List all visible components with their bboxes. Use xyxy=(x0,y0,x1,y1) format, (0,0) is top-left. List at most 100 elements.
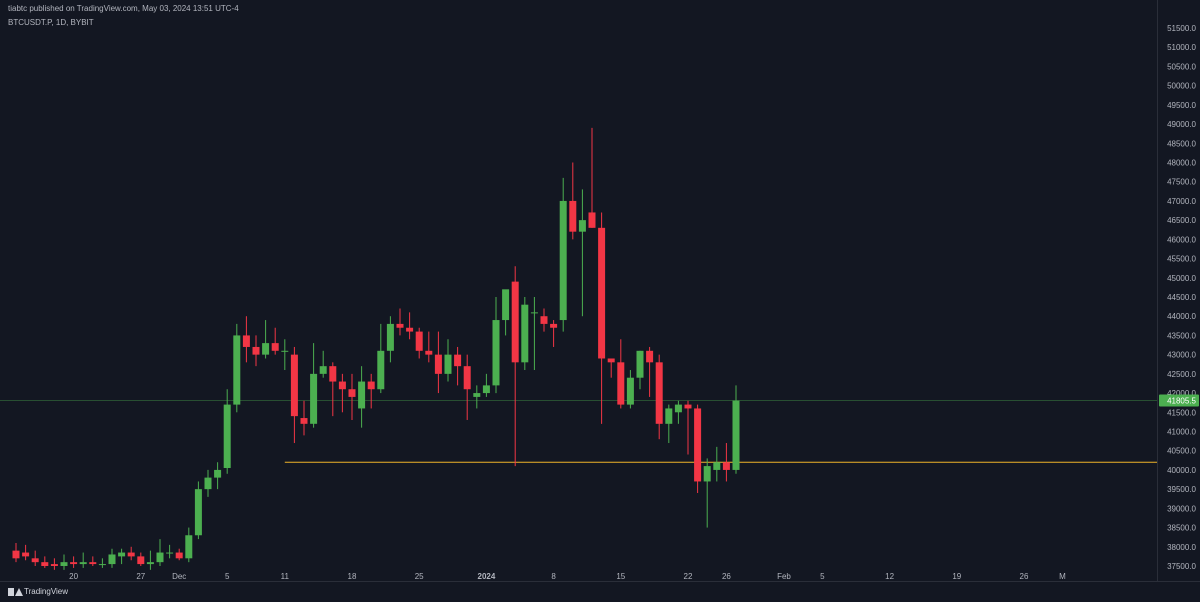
candle[interactable] xyxy=(665,404,673,444)
candle[interactable] xyxy=(214,462,222,490)
candle[interactable] xyxy=(338,373,346,413)
candle[interactable] xyxy=(530,297,538,371)
candle[interactable] xyxy=(185,527,193,563)
candle[interactable] xyxy=(636,350,644,390)
candle[interactable] xyxy=(626,370,634,409)
candle-body xyxy=(540,316,548,324)
candle[interactable] xyxy=(175,548,183,561)
candle[interactable] xyxy=(300,400,308,436)
candle[interactable] xyxy=(204,469,212,497)
candle-body xyxy=(22,552,30,557)
candle[interactable] xyxy=(406,312,414,340)
candle[interactable] xyxy=(108,548,116,568)
tradingview-logo[interactable]: TradingView xyxy=(8,587,68,596)
candle[interactable] xyxy=(89,556,97,566)
candle[interactable] xyxy=(540,308,548,332)
candle[interactable] xyxy=(463,354,471,420)
candle[interactable] xyxy=(617,339,625,409)
y-tick-label: 38500.0 xyxy=(1167,524,1196,533)
candle[interactable] xyxy=(70,556,78,568)
candle[interactable] xyxy=(550,320,558,347)
candle[interactable] xyxy=(674,400,682,424)
candle-body xyxy=(89,562,97,565)
candle[interactable] xyxy=(252,335,260,367)
candle[interactable] xyxy=(41,556,49,568)
candle[interactable] xyxy=(434,331,442,394)
candle[interactable] xyxy=(694,404,702,493)
candle[interactable] xyxy=(598,212,606,424)
candle-body xyxy=(348,389,356,397)
candle[interactable] xyxy=(137,552,145,566)
candle[interactable] xyxy=(578,189,586,317)
candle[interactable] xyxy=(233,323,241,413)
candle-body xyxy=(665,408,673,424)
candle[interactable] xyxy=(310,343,318,428)
candle[interactable] xyxy=(386,316,394,363)
candle[interactable] xyxy=(22,544,30,561)
candle[interactable] xyxy=(118,548,126,565)
candle[interactable] xyxy=(281,339,289,371)
candle-body xyxy=(578,220,586,232)
candle[interactable] xyxy=(358,366,366,428)
price-axis-labels: 51500.0 51000.0 50500.0 50000.0 49500.0 49000… xyxy=(1159,24,1199,571)
candle[interactable] xyxy=(415,327,423,359)
x-tick-label: 2024 xyxy=(478,572,496,581)
candle-body xyxy=(425,350,433,355)
candle[interactable] xyxy=(146,550,154,570)
candle-body xyxy=(454,354,462,367)
candlestick-chart[interactable]: 20 27 Dec 5 11 18 25 2024 8 15 22 26 Feb 5 12 19 26 M xyxy=(0,0,1158,583)
candle-body xyxy=(703,466,711,482)
candle-body xyxy=(185,535,193,559)
candle[interactable] xyxy=(473,385,481,409)
candle[interactable] xyxy=(713,446,721,482)
candle[interactable] xyxy=(348,373,356,420)
candle[interactable] xyxy=(12,542,20,563)
candle[interactable] xyxy=(511,266,519,467)
candle[interactable] xyxy=(444,339,452,382)
candle[interactable] xyxy=(367,373,375,409)
candle[interactable] xyxy=(396,308,404,336)
candle[interactable] xyxy=(194,481,202,540)
candle[interactable] xyxy=(223,389,231,474)
candle[interactable] xyxy=(271,327,279,355)
candle[interactable] xyxy=(454,346,462,386)
candle[interactable] xyxy=(60,554,68,570)
candle[interactable] xyxy=(732,385,740,474)
candle[interactable] xyxy=(646,346,654,397)
candle[interactable] xyxy=(262,320,270,359)
candle[interactable] xyxy=(156,539,164,566)
candle[interactable] xyxy=(492,297,500,394)
footer-bar: TradingView xyxy=(0,581,1200,602)
current-price-label: 41805.5 xyxy=(1167,397,1196,406)
price-axis[interactable]: 51500.0 51000.0 50500.0 50000.0 49500.0 49000… xyxy=(1157,0,1200,583)
candle[interactable] xyxy=(655,354,663,440)
candle[interactable] xyxy=(98,558,106,568)
x-tick-label: 26 xyxy=(1020,572,1029,581)
candle[interactable] xyxy=(569,162,577,240)
candle[interactable] xyxy=(482,373,490,397)
candle[interactable] xyxy=(521,297,529,371)
candle[interactable] xyxy=(79,552,87,568)
candle[interactable] xyxy=(319,350,327,378)
candle[interactable] xyxy=(377,323,385,394)
candle-body xyxy=(588,212,596,228)
candle-body xyxy=(377,350,385,390)
candle[interactable] xyxy=(588,127,596,228)
candle[interactable] xyxy=(166,544,174,559)
candle[interactable] xyxy=(607,358,615,378)
candle[interactable] xyxy=(559,177,567,332)
chart-area[interactable]: 20 27 Dec 5 11 18 25 2024 8 15 22 26 Feb 5 12 19 26 M xyxy=(0,0,1158,583)
candle[interactable] xyxy=(31,550,39,566)
candle-body xyxy=(502,289,510,321)
candle[interactable] xyxy=(703,458,711,528)
candle[interactable] xyxy=(290,346,298,444)
candle[interactable] xyxy=(425,331,433,363)
candle[interactable] xyxy=(50,558,58,570)
candle[interactable] xyxy=(242,316,250,363)
candle[interactable] xyxy=(127,546,135,561)
candle-body xyxy=(156,552,164,563)
candle[interactable] xyxy=(502,289,510,336)
candle[interactable] xyxy=(684,400,692,455)
candle[interactable] xyxy=(722,443,730,482)
candle[interactable] xyxy=(329,362,337,417)
